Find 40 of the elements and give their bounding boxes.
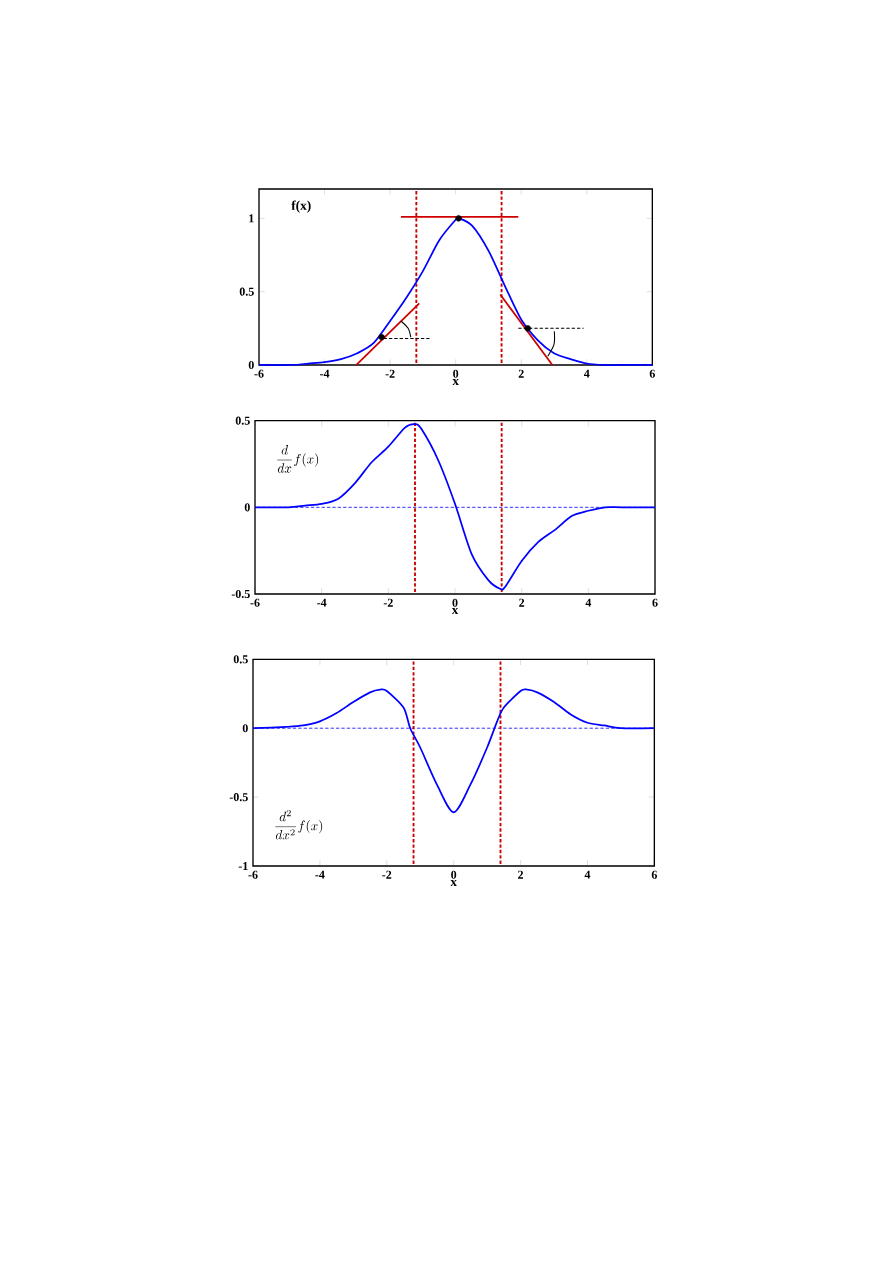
x-axis-title: x [451,607,459,615]
x-tick-label: 4 [583,369,590,378]
x-tick-label: -6 [248,870,258,879]
y-tick-label: 0.5 [239,287,254,296]
x-tick-label: 2 [518,369,524,378]
x-tick-label: -4 [320,369,330,378]
y-tick-label: 0.5 [233,655,248,664]
point [378,333,385,341]
x-tick-label: -2 [385,369,395,378]
x-tick-label: 0 [451,870,457,879]
x-tick-label: 0 [453,369,459,378]
y-tick-label: 0 [244,503,250,512]
y-tick-label: -0.5 [229,793,248,802]
x-tick-label: 0 [452,598,458,607]
x-axis-title: x [452,378,459,386]
x-tick-label: 6 [652,598,658,607]
y-tick-label: 0 [242,724,248,733]
y-axis-title: f(x) [291,200,311,213]
x-tick-label: -2 [383,598,393,607]
x-tick-label: 4 [585,598,592,607]
x-tick-label: 6 [649,369,655,378]
point [455,215,462,222]
y-tick-label: 0 [248,360,254,370]
x-tick-label: -2 [382,870,392,879]
y-tick-label: 0.5 [235,416,250,425]
x-tick-label: 2 [519,598,525,607]
x-tick-label: 6 [651,870,657,879]
x-axis-title: x [450,879,457,887]
x-tick-label: -6 [250,598,260,607]
x-tick-label: 4 [584,870,591,879]
x-tick-label: 2 [518,870,524,879]
y-axis-title: $\frac{d}{dx}f(x)$ [277,445,319,473]
y-tick-label: -0.5 [231,589,250,599]
point [524,325,531,332]
y-axis-title: $\frac{d^2}{dx^2}f(x)$ [275,809,323,840]
x-tick-label: -4 [315,870,325,879]
y-tick-label: 1 [249,214,254,223]
x-tick-label: -4 [317,598,327,607]
y-tick-label: -1 [238,862,248,870]
x-tick-label: -6 [254,369,264,378]
